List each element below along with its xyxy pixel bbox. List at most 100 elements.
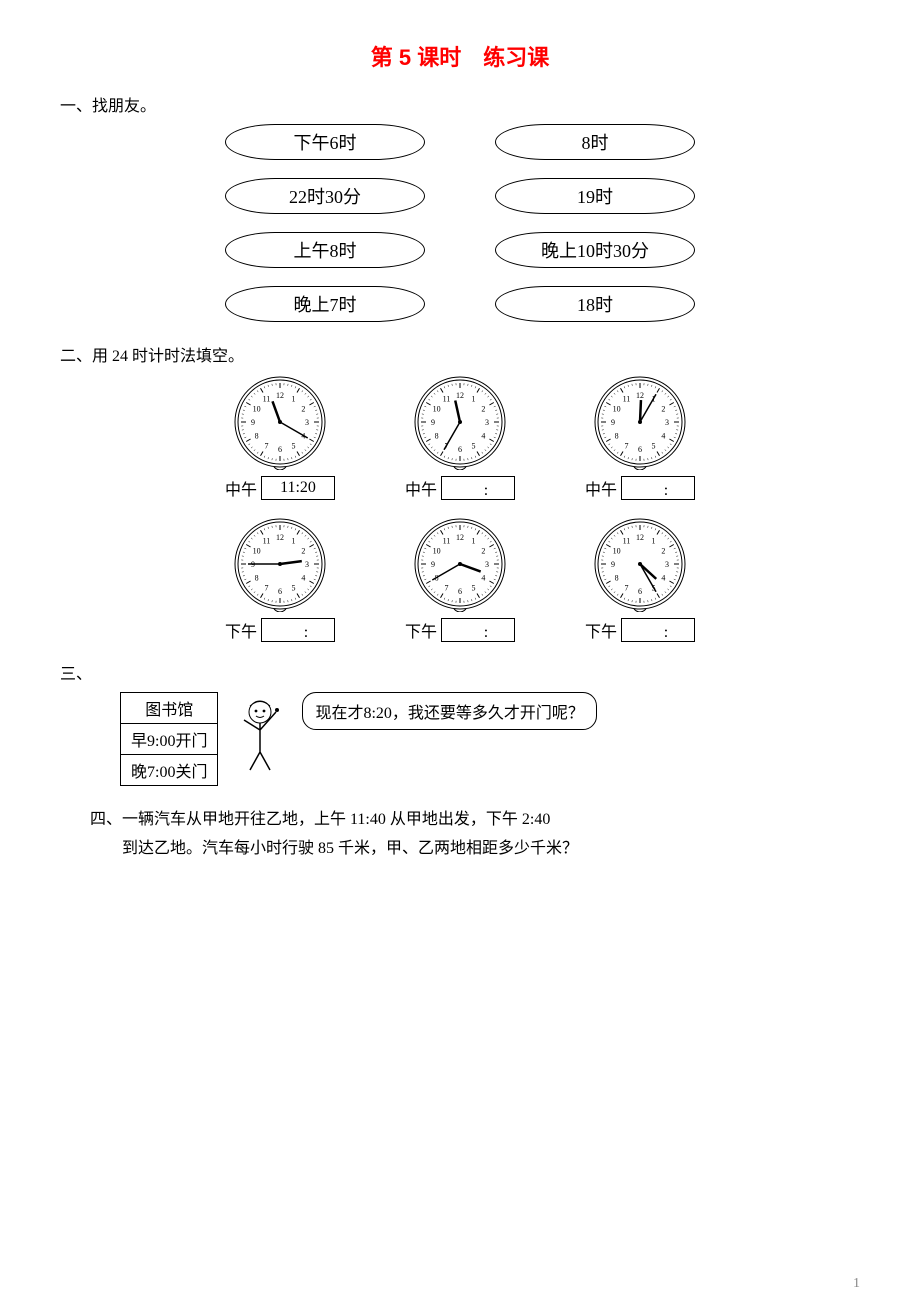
svg-text:10: 10 xyxy=(613,405,621,414)
svg-text:10: 10 xyxy=(613,547,621,556)
svg-text:1: 1 xyxy=(292,395,296,404)
svg-text:9: 9 xyxy=(431,418,435,427)
clock-box-5[interactable]: : xyxy=(621,618,695,642)
svg-text:11: 11 xyxy=(623,537,631,546)
clock-prefix-3: 下午 xyxy=(225,618,257,642)
q4-block: 四、一辆汽车从甲地开往乙地，上午 11:40 从甲地出发，下午 2:40 四、到… xyxy=(90,806,860,864)
svg-text:10: 10 xyxy=(253,547,261,556)
clock-cell-0: 121234567891011 中午11:20 xyxy=(190,374,370,500)
q3-row: 图书馆 早9:00开门 晚7:00关门 现在才8:20，我还要等多久才开门呢？ xyxy=(120,692,860,786)
svg-text:11: 11 xyxy=(263,537,271,546)
q2-grid: 121234567891011 中午11:20 121234567891011 … xyxy=(60,374,860,642)
clock-cell-4: 121234567891011 下午 : xyxy=(370,516,550,642)
svg-text:11: 11 xyxy=(443,395,451,404)
svg-text:8: 8 xyxy=(255,432,259,441)
clock-cell-3: 121234567891011 下午 : xyxy=(190,516,370,642)
svg-text:2: 2 xyxy=(661,405,665,414)
svg-text:2: 2 xyxy=(301,547,305,556)
svg-text:12: 12 xyxy=(636,533,644,542)
svg-text:8: 8 xyxy=(615,574,619,583)
q4-label: 四、 xyxy=(90,811,122,828)
svg-text:7: 7 xyxy=(265,441,269,450)
svg-text:6: 6 xyxy=(278,445,282,454)
svg-text:5: 5 xyxy=(472,441,476,450)
svg-text:8: 8 xyxy=(615,432,619,441)
clock-prefix-5: 下午 xyxy=(585,618,617,642)
clock-box-3[interactable]: : xyxy=(261,618,335,642)
svg-text:11: 11 xyxy=(263,395,271,404)
svg-text:6: 6 xyxy=(278,587,282,596)
svg-text:9: 9 xyxy=(251,418,255,427)
page-title: 第 5 课时 练习课 xyxy=(60,40,860,72)
q1-right-2: 晚上10时30分 xyxy=(495,232,695,268)
boy-icon xyxy=(230,692,290,772)
svg-text:8: 8 xyxy=(255,574,259,583)
clock-box-4[interactable]: : xyxy=(441,618,515,642)
svg-text:12: 12 xyxy=(636,391,644,400)
svg-text:3: 3 xyxy=(305,418,309,427)
q1-left-1: 22时30分 xyxy=(225,178,425,214)
svg-text:4: 4 xyxy=(481,574,485,583)
svg-text:11: 11 xyxy=(443,537,451,546)
speech-bubble: 现在才8:20，我还要等多久才开门呢？ xyxy=(302,692,596,730)
svg-text:12: 12 xyxy=(456,391,464,400)
svg-text:9: 9 xyxy=(611,418,615,427)
svg-text:8: 8 xyxy=(435,432,439,441)
clock-box-0[interactable]: 11:20 xyxy=(261,476,335,500)
q4-line-1: 到达乙地。汽车每小时行驶 85 千米，甲、乙两地相距多少千米？ xyxy=(122,840,578,857)
svg-text:6: 6 xyxy=(638,587,642,596)
q1-left-0: 下午6时 xyxy=(225,124,425,160)
svg-text:10: 10 xyxy=(433,405,441,414)
svg-text:3: 3 xyxy=(665,560,669,569)
svg-text:2: 2 xyxy=(481,405,485,414)
svg-text:3: 3 xyxy=(305,560,309,569)
clock-cell-5: 121234567891011 下午 : xyxy=(550,516,730,642)
svg-text:2: 2 xyxy=(301,405,305,414)
q1-right-3: 18时 xyxy=(495,286,695,322)
q1-label: 一、找朋友。 xyxy=(60,92,860,116)
svg-text:7: 7 xyxy=(265,583,269,592)
clock-prefix-1: 中午 xyxy=(405,476,437,500)
svg-text:6: 6 xyxy=(638,445,642,454)
q1-left-3: 晚上7时 xyxy=(225,286,425,322)
clock-cell-2: 121234567891011 中午 : xyxy=(550,374,730,500)
library-sign: 图书馆 早9:00开门 晚7:00关门 xyxy=(120,692,218,786)
svg-text:6: 6 xyxy=(458,587,462,596)
clock-cell-1: 121234567891011 中午 : xyxy=(370,374,550,500)
svg-text:3: 3 xyxy=(665,418,669,427)
svg-text:10: 10 xyxy=(253,405,261,414)
svg-text:2: 2 xyxy=(661,547,665,556)
svg-text:1: 1 xyxy=(472,537,476,546)
sign-line-1: 早9:00开门 xyxy=(121,724,217,755)
svg-text:7: 7 xyxy=(625,583,629,592)
svg-text:7: 7 xyxy=(445,583,449,592)
q1-grid: 下午6时 8时 22时30分 19时 上午8时 晚上10时30分 晚上7时 18… xyxy=(60,124,860,322)
q4-line-0: 一辆汽车从甲地开往乙地，上午 11:40 从甲地出发，下午 2:40 xyxy=(122,811,550,828)
svg-text:5: 5 xyxy=(472,583,476,592)
svg-text:11: 11 xyxy=(623,395,631,404)
q1-left-2: 上午8时 xyxy=(225,232,425,268)
svg-text:4: 4 xyxy=(481,432,485,441)
svg-text:4: 4 xyxy=(661,574,665,583)
svg-text:4: 4 xyxy=(301,574,305,583)
svg-text:1: 1 xyxy=(472,395,476,404)
svg-text:1: 1 xyxy=(292,537,296,546)
q1-right-1: 19时 xyxy=(495,178,695,214)
svg-text:2: 2 xyxy=(481,547,485,556)
svg-text:4: 4 xyxy=(661,432,665,441)
svg-text:5: 5 xyxy=(292,583,296,592)
clock-box-1[interactable]: : xyxy=(441,476,515,500)
svg-text:12: 12 xyxy=(276,533,284,542)
svg-text:5: 5 xyxy=(652,441,656,450)
clock-box-2[interactable]: : xyxy=(621,476,695,500)
sign-line-0: 图书馆 xyxy=(121,693,217,724)
clock-prefix-2: 中午 xyxy=(585,476,617,500)
svg-text:1: 1 xyxy=(652,537,656,546)
q3-label: 三、 xyxy=(60,660,860,684)
svg-text:10: 10 xyxy=(433,547,441,556)
svg-text:5: 5 xyxy=(292,441,296,450)
q2-label: 二、用 24 时计时法填空。 xyxy=(60,342,860,366)
sign-line-2: 晚7:00关门 xyxy=(121,755,217,785)
q1-right-0: 8时 xyxy=(495,124,695,160)
clock-prefix-0: 中午 xyxy=(225,476,257,500)
